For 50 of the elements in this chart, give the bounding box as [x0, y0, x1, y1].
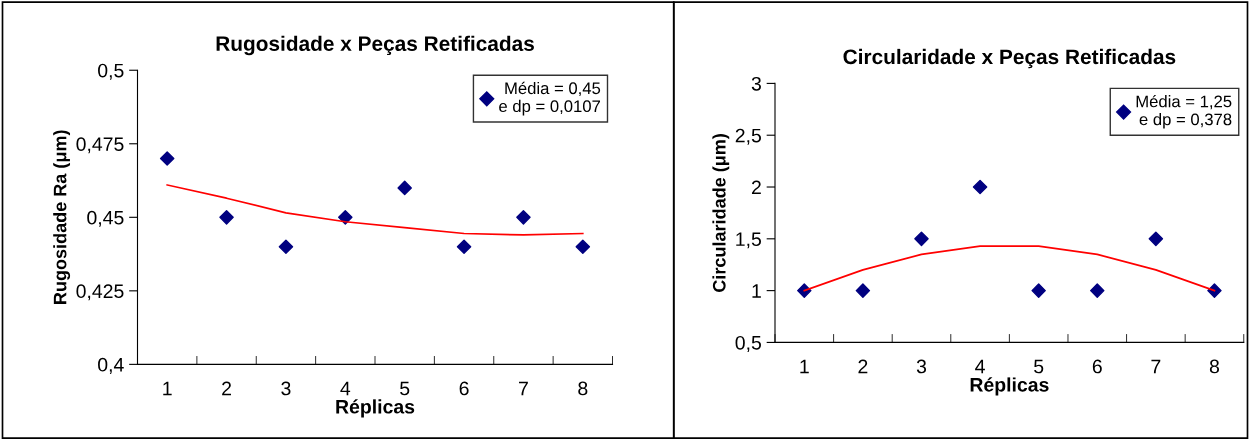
- x-tick-label: 4: [340, 381, 351, 396]
- point: [1031, 283, 1046, 298]
- point: [855, 283, 871, 298]
- x-tick-label: 5: [1034, 359, 1044, 374]
- y-tick-label: 3: [751, 76, 761, 91]
- x-tick-label: 8: [578, 381, 588, 396]
- y-tick-label: 1: [752, 284, 761, 298]
- x-tick-label: 1: [163, 381, 172, 396]
- point: [456, 239, 472, 255]
- x-tick-label: 5: [400, 381, 410, 396]
- y-tick-label: 0,45: [87, 210, 124, 227]
- chart-title: Circularidade x Peças Retificadas: [843, 48, 1176, 69]
- point: [516, 210, 531, 225]
- y-tick-label: 2: [751, 180, 761, 195]
- x-tick-label: 2: [858, 359, 868, 374]
- y-tick-label: 0,5: [98, 63, 124, 80]
- x-tick-label: 2: [222, 381, 231, 396]
- point: [1089, 283, 1105, 298]
- point: [278, 239, 294, 255]
- x-tick-label: 3: [281, 381, 291, 396]
- y-tick-label: 0,425: [76, 284, 124, 301]
- point: [397, 180, 412, 196]
- x-tick-label: 7: [1151, 359, 1161, 374]
- x-tick-label: 8: [1209, 359, 1220, 374]
- legend-label: Média = 1,25 e dp = 0,378: [1136, 94, 1232, 129]
- x-tick-label: 6: [459, 381, 469, 396]
- point: [575, 239, 591, 255]
- y-tick-label: 0,4: [98, 357, 124, 374]
- y-tick-label: 0,475: [76, 137, 124, 154]
- y-tick-label: 0,5: [735, 335, 761, 352]
- point: [914, 231, 929, 247]
- y-tick-label: 1,5: [736, 232, 761, 249]
- x-tick-label: 7: [519, 381, 528, 396]
- x-tick-label: 6: [1092, 359, 1102, 374]
- point: [972, 179, 988, 195]
- x-tick-label: 1: [800, 359, 809, 374]
- x-tick-label: 3: [916, 359, 927, 374]
- x-axis-title: Réplicas: [336, 399, 415, 418]
- legend-label: Média = 0,45 e dp = 0,0107: [499, 81, 601, 116]
- point: [159, 151, 175, 166]
- point: [797, 283, 812, 298]
- point: [219, 210, 234, 225]
- point: [1148, 231, 1164, 247]
- x-axis-title: Réplicas: [970, 377, 1049, 396]
- y-axis-title: Circularidade (μm): [712, 134, 730, 292]
- y-axis-title: Rugosidade Ra (μm): [53, 130, 71, 304]
- y-tick-label: 2,5: [735, 128, 761, 145]
- line-series: [166, 184, 584, 236]
- x-tick-label: 4: [975, 359, 985, 374]
- chart-title: Rugosidade x Peças Retificadas: [216, 35, 534, 56]
